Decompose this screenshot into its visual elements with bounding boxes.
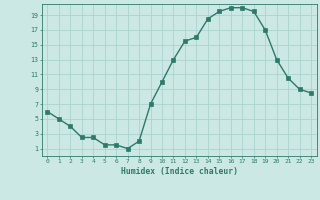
X-axis label: Humidex (Indice chaleur): Humidex (Indice chaleur) [121,167,238,176]
